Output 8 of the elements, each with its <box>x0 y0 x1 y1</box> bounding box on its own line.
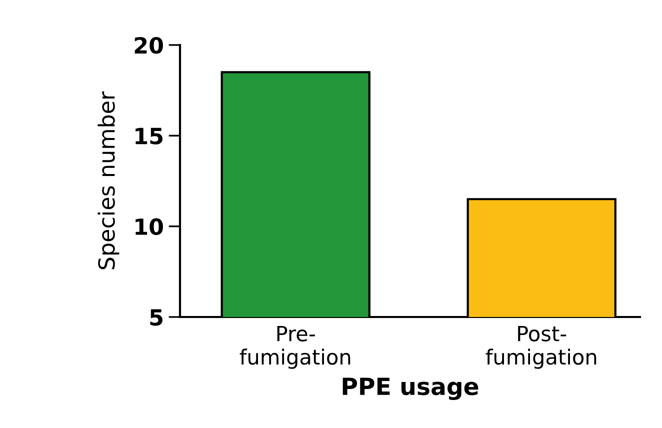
x-axis-title: PPE usage <box>342 378 478 400</box>
y-tick-label: 15 <box>136 128 162 144</box>
y-tick-label: 5 <box>150 309 162 326</box>
x-tick-label: Post- fumigation <box>486 326 596 369</box>
x-tick-label: Pre- fumigation <box>240 326 350 369</box>
y-tick-label: 20 <box>134 36 163 54</box>
y-axis-title: Species number <box>98 91 120 270</box>
y-tick-label: 10 <box>136 218 163 236</box>
